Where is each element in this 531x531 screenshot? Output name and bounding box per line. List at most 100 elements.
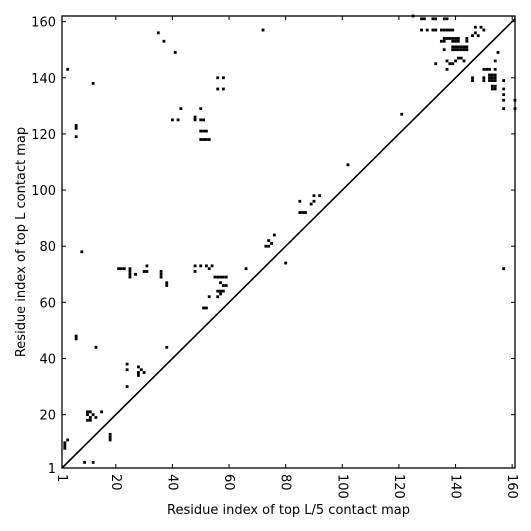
contact-point xyxy=(204,138,208,141)
contact-point xyxy=(216,295,220,299)
contact-point xyxy=(221,87,225,91)
contact-point xyxy=(490,73,494,77)
contact-point xyxy=(204,129,208,133)
contact-point xyxy=(448,28,452,32)
contact-point xyxy=(488,79,491,82)
contact-point xyxy=(304,211,307,214)
contact-point xyxy=(74,126,78,130)
contact-point xyxy=(298,199,302,203)
diagonal-line xyxy=(61,18,516,469)
y-tick-label: 100 xyxy=(31,184,56,199)
contact-point xyxy=(442,37,446,40)
contact-point xyxy=(490,84,494,88)
y-tick-label: 160 xyxy=(31,16,56,31)
contact-point xyxy=(216,76,220,80)
contact-point xyxy=(125,368,129,372)
contact-point xyxy=(451,37,455,40)
contact-point xyxy=(207,295,211,299)
contact-point xyxy=(213,275,217,279)
y-tick-label: 140 xyxy=(31,72,56,87)
y-tick-label: 120 xyxy=(31,128,56,143)
contact-point xyxy=(63,446,67,450)
contact-point xyxy=(267,244,271,248)
contact-point xyxy=(128,270,132,273)
contact-point xyxy=(199,264,203,268)
contact-point xyxy=(459,56,463,60)
contact-point xyxy=(502,98,506,102)
contact-point xyxy=(156,31,160,35)
contact-point xyxy=(465,37,469,40)
contact-point xyxy=(445,67,449,71)
contact-point xyxy=(207,267,211,271)
contact-point xyxy=(108,438,112,442)
contact-point xyxy=(451,62,455,66)
contact-point xyxy=(425,28,429,32)
contact-point xyxy=(199,118,203,122)
contact-point xyxy=(459,48,463,52)
contact-point xyxy=(74,135,78,139)
contact-point xyxy=(473,31,477,35)
contact-point xyxy=(176,118,180,122)
contact-point xyxy=(159,272,163,276)
contact-point xyxy=(91,81,95,85)
contact-point xyxy=(462,59,466,63)
contact-point xyxy=(88,418,92,422)
contact-point xyxy=(502,267,506,271)
contact-point xyxy=(502,87,506,91)
x-axis-ticks: 1 20 40 60 80 100 120 140 160 xyxy=(54,16,519,499)
contact-point xyxy=(465,45,469,49)
contact-point xyxy=(216,87,220,91)
contact-point xyxy=(493,67,497,71)
contact-point xyxy=(100,410,104,414)
contact-point xyxy=(442,39,446,43)
contact-point xyxy=(284,261,288,265)
contact-point xyxy=(422,17,426,21)
contact-point xyxy=(488,67,491,71)
contact-point xyxy=(66,67,70,71)
contact-point xyxy=(74,334,78,338)
contact-point xyxy=(224,275,228,279)
contact-point xyxy=(179,107,183,111)
y-tick-label: 80 xyxy=(39,240,56,255)
contact-point xyxy=(199,129,203,133)
contact-point xyxy=(261,28,265,32)
contact-point xyxy=(125,362,129,366)
contact-point xyxy=(502,107,506,111)
contact-point xyxy=(456,37,460,40)
contact-point xyxy=(482,67,486,71)
contact-point xyxy=(264,244,268,248)
contact-point xyxy=(193,115,197,119)
contact-point xyxy=(451,28,455,32)
y-tick-label: 20 xyxy=(39,409,56,424)
contact-point xyxy=(462,45,466,49)
contact-point xyxy=(139,368,143,372)
x-tick-label: 160 xyxy=(504,474,519,499)
contact-point xyxy=(482,76,486,80)
contact-point xyxy=(301,211,305,214)
contact-point xyxy=(128,267,132,271)
contact-point xyxy=(128,272,132,276)
contact-point xyxy=(272,233,276,237)
contact-point xyxy=(442,48,446,52)
contact-point xyxy=(346,163,350,167)
contact-point xyxy=(451,39,455,43)
contact-point xyxy=(298,211,302,214)
contact-point xyxy=(502,79,506,82)
contact-point xyxy=(199,107,203,111)
contact-point xyxy=(445,37,449,40)
contact-point xyxy=(456,48,460,52)
contact-point xyxy=(88,416,92,419)
contact-point xyxy=(202,138,205,141)
contact-point xyxy=(309,202,313,206)
contact-point xyxy=(159,275,163,279)
contact-point xyxy=(86,410,89,414)
contact-point xyxy=(171,118,174,122)
contact-point xyxy=(173,51,177,54)
contact-point xyxy=(448,37,452,40)
contact-point xyxy=(134,272,138,276)
contact-point xyxy=(94,345,98,349)
contact-point xyxy=(488,76,491,80)
contact-point xyxy=(83,460,87,464)
